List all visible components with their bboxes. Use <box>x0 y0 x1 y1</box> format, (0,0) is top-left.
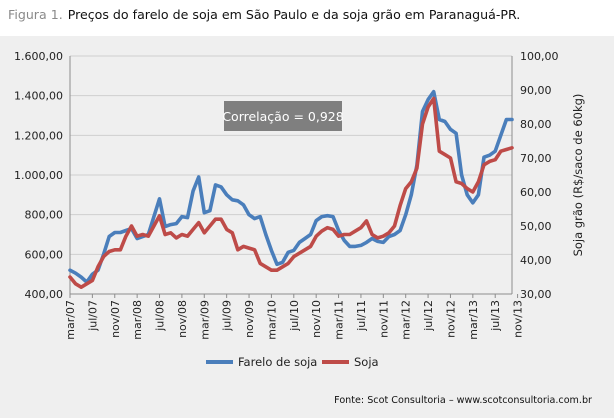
x-tick-label: jul/09 <box>221 300 234 332</box>
x-tick-label: nov/09 <box>243 300 256 338</box>
x-tick-label: mar/13 <box>467 300 480 340</box>
y-tick-label: 1.400,00 <box>14 90 63 103</box>
figure-title: Preços do farelo de soja em São Paulo e … <box>67 7 521 22</box>
correlation-box <box>224 101 342 131</box>
y-tick-label: 800,00 <box>25 209 64 222</box>
y-tick-label: 400,00 <box>25 288 64 301</box>
y-tick-label: 1.200,00 <box>14 129 63 142</box>
x-tick-label: mar/10 <box>265 300 278 340</box>
x-tick-label: nov/08 <box>176 300 189 338</box>
x-tick-label: jul/08 <box>154 300 167 332</box>
price-chart: 400,00 600,00 800,00 1.000,00 1.200,00 1.400,… <box>14 50 585 369</box>
correlation-label: Correlação = 0,928 <box>222 109 343 124</box>
x-tick-label: mar/08 <box>131 300 144 340</box>
legend-label-soja: Soja <box>354 355 379 369</box>
axes: 400,00 600,00 800,00 1.000,00 1.200,00 1.400,… <box>14 50 585 340</box>
y2-tick-label: 50,00 <box>520 220 552 233</box>
x-tick-label: nov/07 <box>109 300 122 338</box>
y-tick-label: 1.000,00 <box>14 169 63 182</box>
y2-tick-label: 60,00 <box>520 186 552 199</box>
y2-tick-label: 100,00 <box>520 50 559 63</box>
y2-tick-label: 90,00 <box>520 84 552 97</box>
chart-panel: 400,00 600,00 800,00 1.000,00 1.200,00 1.400,… <box>0 36 614 418</box>
x-tick-label: mar/11 <box>333 300 346 340</box>
x-tick-label: jul/12 <box>422 300 435 332</box>
legend: Farelo de soja Soja <box>206 355 379 369</box>
x-tick-label: mar/12 <box>400 300 413 340</box>
y2-tick-label: 70,00 <box>520 152 552 165</box>
y2-tick-label: 80,00 <box>520 118 552 131</box>
x-tick-label: nov/12 <box>444 300 457 338</box>
x-tick-label: jul/13 <box>489 300 502 332</box>
series-lines <box>68 89 514 289</box>
x-tick-label: jul/10 <box>288 300 301 332</box>
x-tick-label: mar/07 <box>64 300 77 340</box>
gridlines <box>70 55 512 295</box>
y2-tick-label: 30,00 <box>520 288 552 301</box>
x-tick-label: nov/10 <box>310 300 323 338</box>
x-tick-label: nov/13 <box>512 300 525 338</box>
series-line-soja <box>68 96 514 289</box>
y-tick-label: 1.600,00 <box>14 50 63 63</box>
correlation-annotation: Correlação = 0,928 <box>222 101 344 131</box>
x-tick-label: mar/09 <box>198 300 211 340</box>
source-note: Fonte: Scot Consultoria – www.scotconsul… <box>334 395 592 406</box>
x-tick-label: nov/11 <box>377 300 390 338</box>
figure-number: Figura 1. <box>8 7 63 22</box>
x-tick-label: jul/07 <box>86 300 99 332</box>
figure-caption: Figura 1. Preços do farelo de soja em São… <box>8 7 520 22</box>
y-tick-label: 600,00 <box>25 248 64 261</box>
y2-axis-title: Soja grão (R$/saco de 60kg) <box>571 94 585 257</box>
x-tick-label: jul/11 <box>355 300 368 332</box>
y2-tick-label: 40,00 <box>520 254 552 267</box>
legend-label-farelo-de-soja: Farelo de soja <box>238 355 317 369</box>
